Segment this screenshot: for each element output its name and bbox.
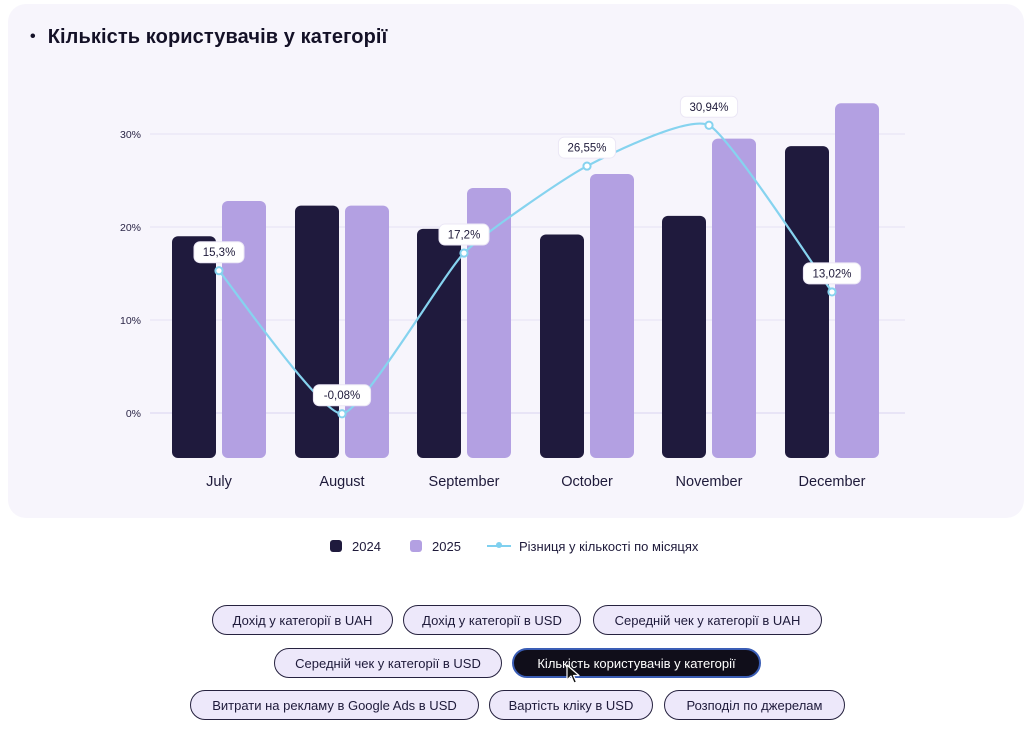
y-tick-label: 0% [126,408,141,420]
chart-legend: 2024 2025 Різниця у кількості по місяцях [0,536,1024,556]
btn-google-ads-spend[interactable]: Витрати на рекламу в Google Ads в USD [190,690,479,720]
btn-revenue-usd[interactable]: Дохід у категорії в USD [403,605,581,635]
mouse-cursor-icon [566,664,580,684]
btn-users-count[interactable]: Кількість користувачів у категорії [512,648,761,678]
x-tick-label: July [206,474,233,490]
diff-point [338,410,345,417]
legend-item-2024[interactable]: 2024 [330,536,381,556]
diff-point [828,288,835,295]
legend-item-diff[interactable]: Різниця у кількості по місяцях [487,536,698,556]
y-tick-label: 10% [120,315,141,327]
bar-2024-october [540,234,584,458]
diff-point [215,267,222,274]
x-tick-label: September [429,474,500,490]
legend-label-diff: Різниця у кількості по місяцях [519,539,698,554]
diff-point [705,122,712,129]
legend-swatch-2024 [330,540,342,552]
btn-avg-check-uah[interactable]: Середній чек у категорії в UAH [593,605,822,635]
bar-2025-july [222,201,266,458]
bar-2024-december [785,146,829,458]
bar-2025-october [590,174,634,458]
legend-item-2025[interactable]: 2025 [410,536,461,556]
chart-area: 0% 10% 20% 30% July August September October Nov… [0,0,1024,520]
btn-cpc-usd[interactable]: Вартість кліку в USD [489,690,653,720]
bar-2025-november [712,139,756,458]
bar-2024-august [295,206,339,458]
bar-2025-august [345,206,389,458]
btn-source-split[interactable]: Розподіл по джерелам [664,690,845,720]
x-tick-label: August [319,474,364,490]
diff-label: -0,08% [324,390,360,402]
diff-point [583,162,590,169]
diff-label: 13,02% [812,268,851,280]
diff-label: 15,3% [203,247,236,259]
diff-label: 30,94% [689,102,728,114]
diff-label: 17,2% [448,230,481,242]
legend-label-2025: 2025 [432,539,461,554]
y-tick-label: 30% [120,129,141,141]
x-tick-label: November [676,474,743,490]
btn-revenue-uah[interactable]: Дохід у категорії в UAH [212,605,393,635]
legend-label-2024: 2024 [352,539,381,554]
x-tick-label: December [799,474,866,490]
legend-line-icon [487,540,511,552]
bar-2024-september [417,229,461,458]
diff-point [460,249,467,256]
legend-swatch-2025 [410,540,422,552]
y-tick-label: 20% [120,222,141,234]
diff-label: 26,55% [567,143,606,155]
bar-2024-july [172,236,216,458]
bar-2024-november [662,216,706,458]
btn-avg-check-usd[interactable]: Середній чек у категорії в USD [274,648,502,678]
x-tick-label: October [561,474,613,490]
